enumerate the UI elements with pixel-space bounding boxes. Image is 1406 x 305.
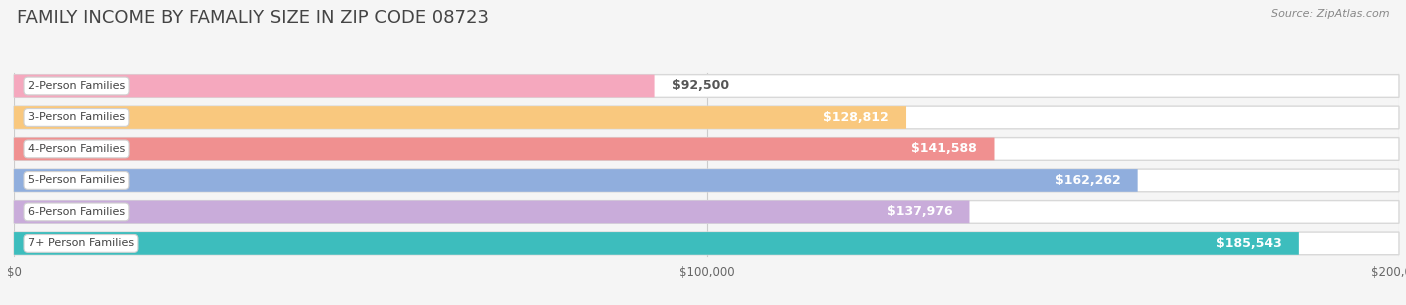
Text: 5-Person Families: 5-Person Families	[28, 175, 125, 185]
Text: 6-Person Families: 6-Person Families	[28, 207, 125, 217]
Text: FAMILY INCOME BY FAMALIY SIZE IN ZIP CODE 08723: FAMILY INCOME BY FAMALIY SIZE IN ZIP COD…	[17, 9, 489, 27]
Text: $128,812: $128,812	[823, 111, 889, 124]
FancyBboxPatch shape	[14, 75, 655, 97]
FancyBboxPatch shape	[14, 106, 905, 129]
FancyBboxPatch shape	[14, 138, 1399, 160]
FancyBboxPatch shape	[14, 106, 1399, 129]
FancyBboxPatch shape	[14, 169, 1137, 192]
Text: $162,262: $162,262	[1054, 174, 1121, 187]
FancyBboxPatch shape	[14, 232, 1399, 255]
Text: 3-Person Families: 3-Person Families	[28, 113, 125, 123]
Text: $185,543: $185,543	[1216, 237, 1281, 250]
Text: $137,976: $137,976	[887, 206, 952, 218]
FancyBboxPatch shape	[14, 169, 1399, 192]
Text: Source: ZipAtlas.com: Source: ZipAtlas.com	[1271, 9, 1389, 19]
FancyBboxPatch shape	[14, 201, 970, 223]
Text: 7+ Person Families: 7+ Person Families	[28, 239, 134, 248]
Text: 4-Person Families: 4-Person Families	[28, 144, 125, 154]
Text: $141,588: $141,588	[911, 142, 977, 156]
FancyBboxPatch shape	[14, 138, 994, 160]
Text: 2-Person Families: 2-Person Families	[28, 81, 125, 91]
Text: $92,500: $92,500	[672, 80, 730, 92]
FancyBboxPatch shape	[14, 201, 1399, 223]
FancyBboxPatch shape	[14, 232, 1299, 255]
FancyBboxPatch shape	[14, 75, 1399, 97]
